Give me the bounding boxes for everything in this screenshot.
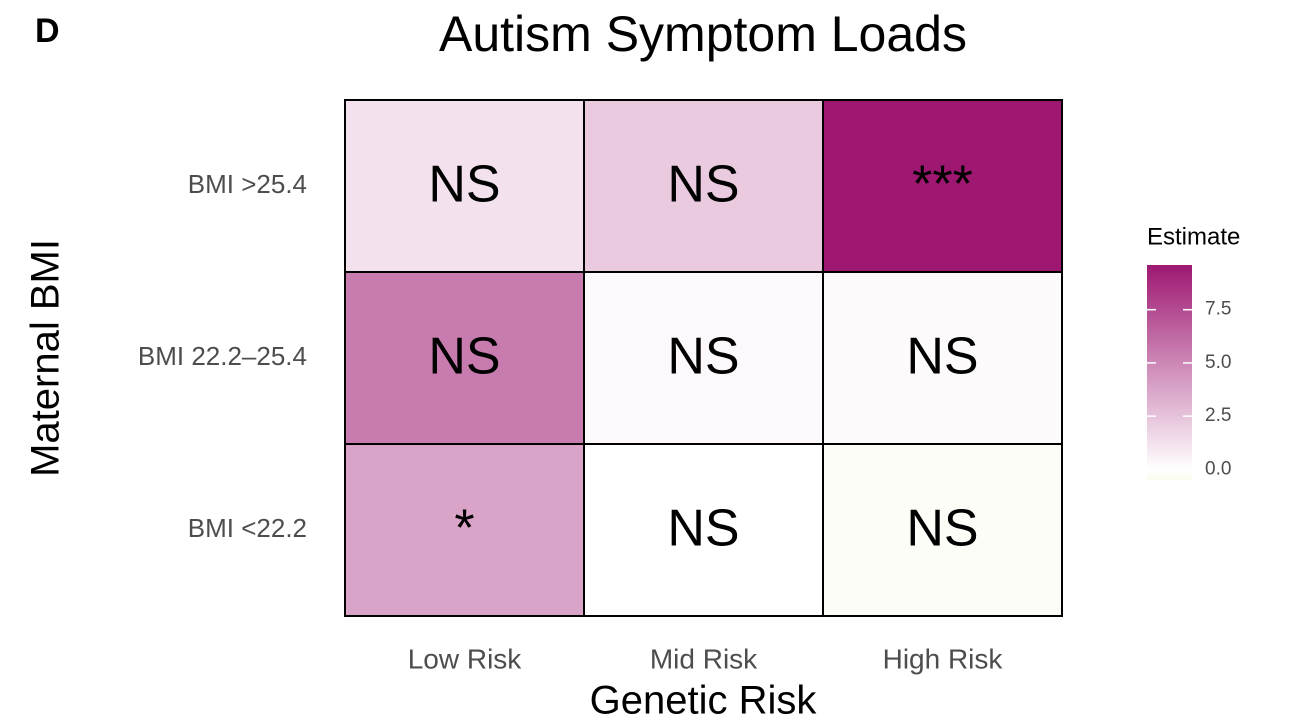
colorbar-tick-label: 5.0 <box>1205 352 1231 373</box>
y-tick-label: BMI <22.2 <box>188 513 307 543</box>
heat-cell <box>344 99 585 273</box>
heat-cell <box>583 271 824 445</box>
x-tick-label: High Risk <box>883 643 1004 674</box>
cell-label: NS <box>428 328 500 386</box>
heat-cell <box>344 271 585 445</box>
y-axis-title: Maternal BMI <box>24 239 68 477</box>
heat-cell <box>344 443 585 617</box>
heat-cell <box>822 99 1063 273</box>
x-tick-label: Low Risk <box>408 643 523 674</box>
panel-label: D <box>35 12 60 50</box>
cell-label: NS <box>906 328 978 386</box>
colorbar-tick-label: 2.5 <box>1205 405 1231 426</box>
y-tick-label: BMI 22.2–25.4 <box>138 341 307 371</box>
heat-cell <box>583 443 824 617</box>
cell-label: * <box>454 500 474 558</box>
cell-label: NS <box>667 500 739 558</box>
heat-cell <box>583 99 824 273</box>
cell-label: NS <box>428 156 500 214</box>
cell-label: NS <box>906 500 978 558</box>
legend-title: Estimate <box>1147 223 1240 250</box>
heat-cell <box>822 271 1063 445</box>
cell-label: *** <box>912 156 973 214</box>
colorbar-tick-label: 7.5 <box>1205 299 1231 320</box>
cell-label: NS <box>667 328 739 386</box>
cell-label: NS <box>667 156 739 214</box>
colorbar <box>1147 265 1192 480</box>
colorbar-tick-label: 0.0 <box>1205 458 1231 479</box>
x-tick-label: Mid Risk <box>650 643 758 674</box>
chart-title: Autism Symptom Loads <box>439 6 967 62</box>
y-tick-label: BMI >25.4 <box>188 169 307 199</box>
x-axis-title: Genetic Risk <box>590 679 818 723</box>
